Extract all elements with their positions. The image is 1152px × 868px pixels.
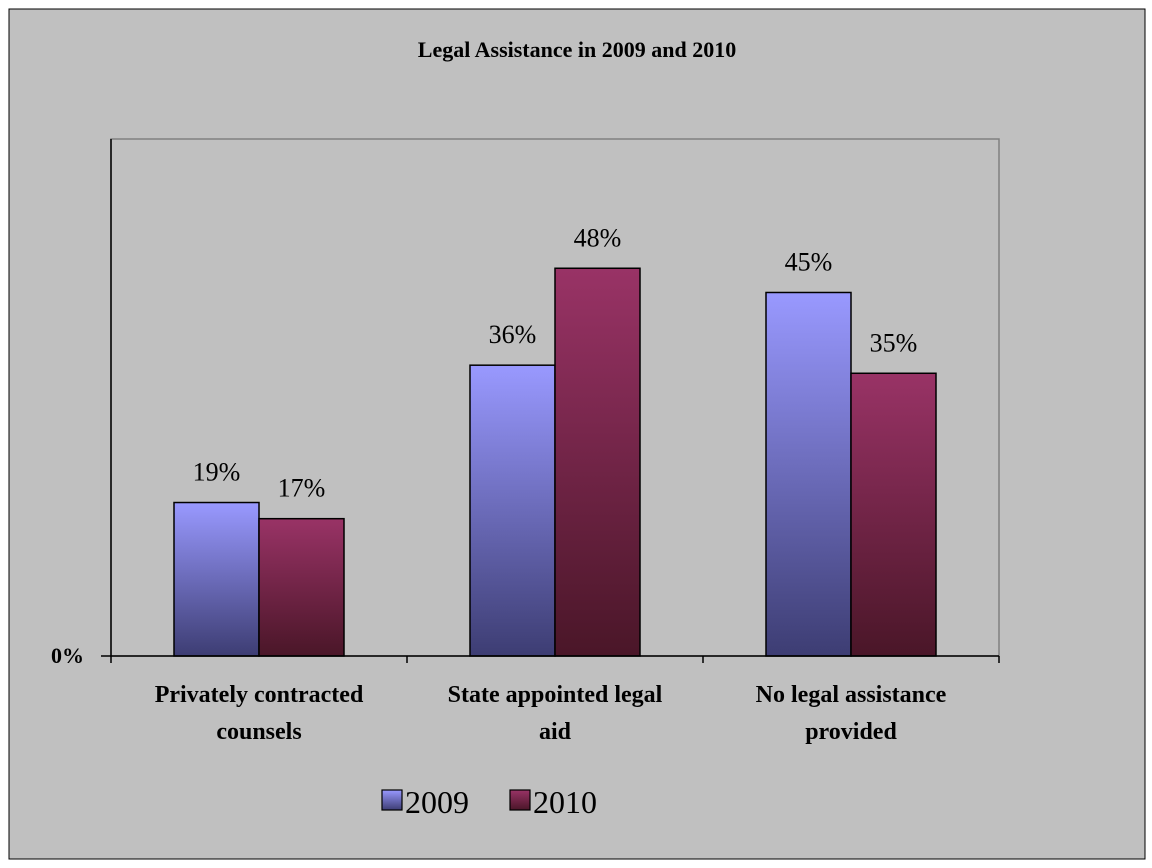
legend-label-2010: 2010 [533,784,597,820]
legend-label-2009: 2009 [405,784,469,820]
legend: 2009 2010 [381,784,597,820]
legend-swatch-2010 [509,789,531,811]
data-label-2010-0: 17% [278,474,326,503]
category-label-0: Privately contracted [155,682,364,708]
data-label-2009-1: 36% [489,320,537,349]
data-label-2010-1: 48% [574,223,622,252]
category-label-1: aid [539,719,572,745]
category-label-0: counsels [216,719,301,745]
data-label-2009-0: 19% [193,458,241,487]
data-label-2009-2: 45% [785,247,833,276]
bar-2009-0 [173,501,260,657]
category-label-2: provided [805,719,897,745]
bar-2010-1 [554,267,641,657]
data-label-2010-2: 35% [870,328,918,357]
category-label-1: State appointed legal [448,682,663,708]
bar-2009-1 [469,364,556,657]
category-label-2: No legal assistance [756,682,947,708]
chart-title: Legal Assistance in 2009 and 2010 [418,37,736,62]
bar-2010-2 [850,372,937,657]
y-tick-label: 0% [51,643,84,668]
bar-2009-2 [765,291,852,657]
bar-2010-0 [258,517,345,657]
legend-swatch-2009 [381,789,403,811]
